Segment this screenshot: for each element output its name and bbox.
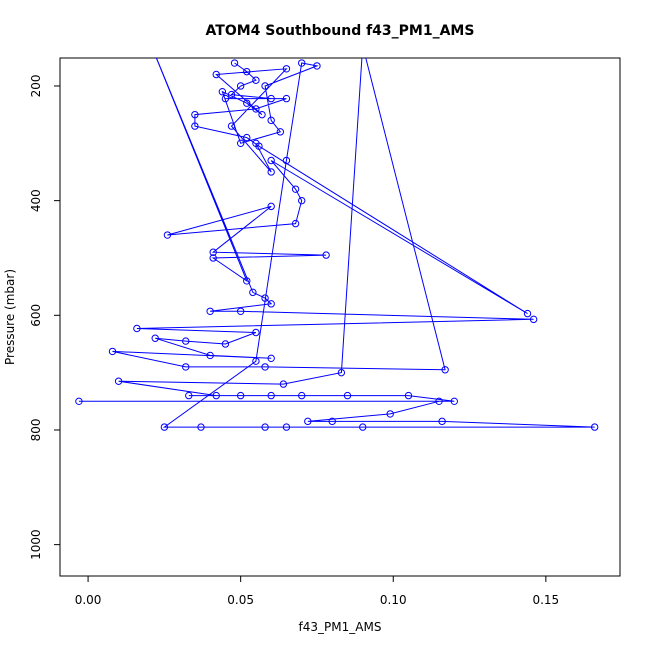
data-point — [236, 139, 245, 148]
data-point — [236, 391, 245, 400]
data-point — [182, 363, 190, 371]
y-tick-label: 1000 — [29, 529, 43, 560]
plot-frame — [59, 57, 621, 577]
data-point — [359, 423, 367, 431]
data-point — [328, 417, 336, 426]
data-point — [252, 76, 260, 84]
data-point — [191, 110, 199, 119]
data-point — [75, 397, 83, 406]
data-point — [291, 219, 300, 228]
data-point — [304, 417, 312, 426]
data-point — [249, 288, 257, 297]
data-point — [386, 410, 394, 418]
data-point — [282, 156, 291, 165]
x-tick-label: 0.05 — [227, 593, 254, 607]
data-point — [298, 59, 306, 67]
data-point — [267, 354, 275, 363]
data-point — [298, 391, 306, 400]
data-point — [258, 110, 266, 119]
data-point — [206, 351, 214, 360]
data-point — [298, 196, 306, 205]
data-point — [435, 397, 443, 406]
data-point — [243, 67, 251, 76]
data-point — [197, 423, 205, 431]
data-point — [267, 202, 275, 211]
data-point — [267, 116, 275, 125]
data-point — [108, 347, 117, 356]
data-point — [267, 391, 275, 400]
data-point — [360, 43, 366, 49]
data-point — [282, 423, 291, 431]
data-point — [404, 391, 413, 400]
data-point — [160, 423, 169, 431]
data-point — [114, 377, 123, 385]
data-point — [243, 133, 251, 142]
data-point — [261, 294, 269, 302]
data-point — [206, 307, 214, 315]
data-point — [590, 423, 599, 431]
data-point — [267, 156, 275, 165]
data-point — [441, 366, 449, 374]
data-point — [209, 248, 217, 256]
x-tick-label: 0.15 — [532, 593, 559, 607]
y-tick-label: 800 — [29, 419, 43, 442]
data-point — [221, 340, 230, 348]
data-point — [185, 391, 193, 400]
data-point — [267, 168, 275, 176]
data-point — [227, 122, 236, 130]
data-point — [133, 324, 141, 333]
data-point — [151, 334, 159, 342]
data-point — [163, 231, 172, 239]
data-point — [236, 307, 245, 315]
data-point — [282, 94, 291, 103]
data-point — [221, 94, 230, 103]
y-tick-label: 600 — [29, 304, 43, 327]
data-point — [236, 82, 245, 90]
data-point — [267, 300, 275, 308]
data-point — [267, 94, 275, 103]
data-point — [529, 315, 538, 324]
data-point — [243, 277, 251, 285]
data-point — [252, 328, 260, 337]
plot-area — [75, 37, 599, 431]
data-point — [146, 37, 152, 43]
x-tick-label: 0.00 — [75, 593, 102, 607]
data-point — [182, 337, 190, 345]
data-point — [313, 62, 321, 70]
y-tick-label: 400 — [29, 189, 43, 212]
data-point — [252, 357, 260, 365]
data-point — [243, 99, 251, 107]
chart-title: ATOM4 Southbound f43_PM1_AMS — [206, 23, 475, 39]
y-tick-label: 200 — [29, 75, 43, 98]
y-axis-label: Pressure (mbar) — [3, 269, 17, 365]
data-point — [261, 423, 269, 431]
data-line — [78, 58, 595, 428]
data-point — [523, 309, 532, 318]
data-point — [279, 380, 288, 388]
data-point — [276, 128, 285, 136]
x-axis-label: f43_PM1_AMS — [299, 620, 382, 634]
data-point — [322, 251, 330, 259]
data-point — [252, 105, 260, 113]
data-point — [261, 82, 269, 90]
data-point — [191, 122, 199, 130]
data-point — [291, 185, 300, 193]
data-point — [438, 417, 446, 426]
data-point — [212, 391, 220, 400]
data-point — [227, 90, 236, 99]
x-tick-label: 0.10 — [380, 593, 407, 607]
data-point — [337, 368, 346, 377]
data-point — [209, 254, 217, 262]
data-point — [218, 88, 227, 96]
data-point — [230, 59, 239, 67]
data-point — [261, 363, 269, 371]
data-point — [252, 139, 260, 148]
data-point — [450, 397, 458, 406]
data-point — [343, 391, 352, 400]
data-point — [282, 65, 291, 73]
data-point — [212, 70, 220, 79]
